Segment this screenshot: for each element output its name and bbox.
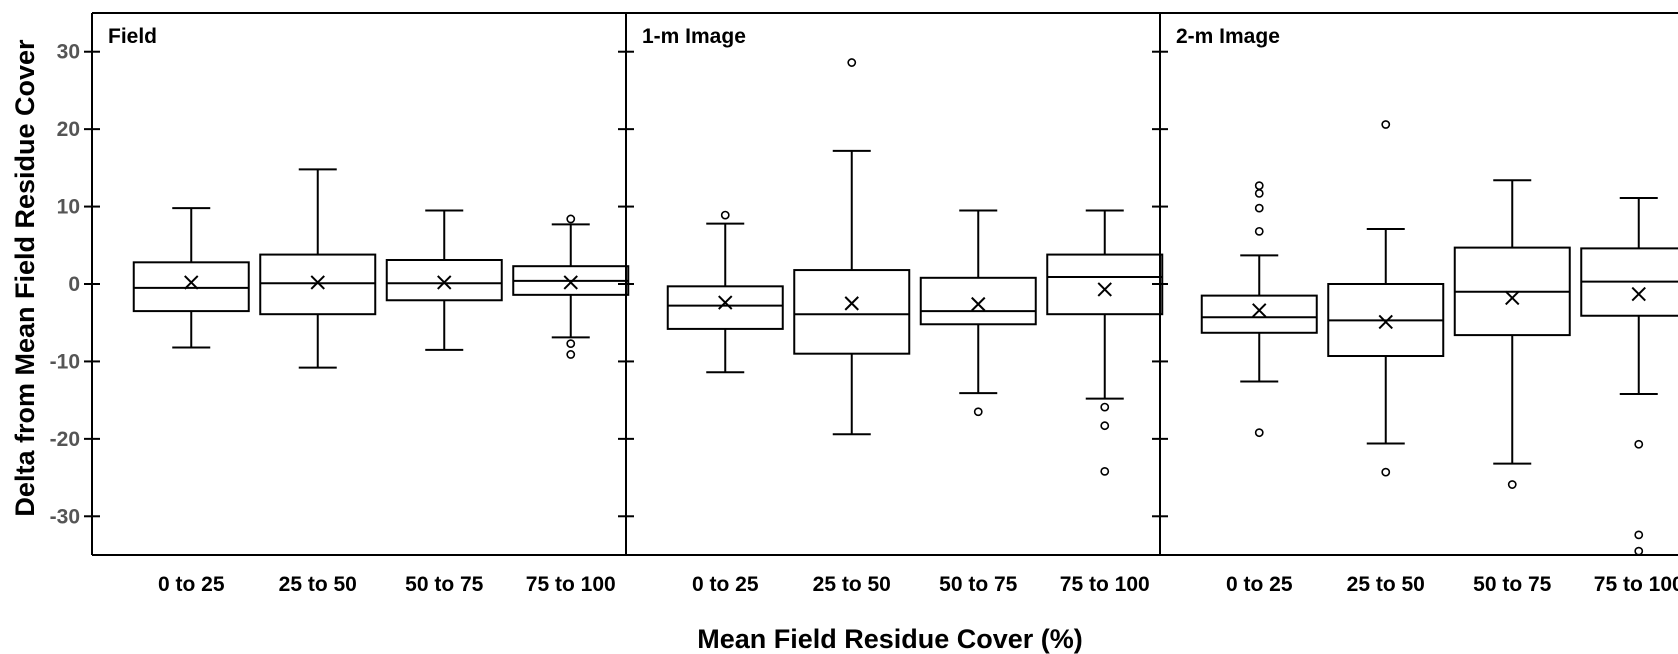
outlier-point <box>1254 181 1264 191</box>
mean-marker <box>310 275 325 290</box>
x-tick-label: 75 to 100 <box>1060 573 1150 596</box>
x-tick-label: 0 to 25 <box>158 573 225 596</box>
outlier-point <box>1381 467 1391 477</box>
x-tick-label: 50 to 75 <box>405 573 484 596</box>
outlier-point <box>1381 120 1391 129</box>
outlier-point <box>1634 530 1644 540</box>
y-axis-title: Delta from Mean Field Residue Cover <box>10 39 40 517</box>
outlier-point <box>1254 189 1264 198</box>
outlier-point <box>1634 546 1644 556</box>
x-tick-label: 75 to 100 <box>526 573 616 596</box>
mean-marker <box>184 275 199 290</box>
outlier-point <box>566 350 576 359</box>
box <box>793 269 911 355</box>
box <box>919 276 1037 326</box>
mean-marker <box>1252 303 1267 318</box>
x-tick-label: 25 to 50 <box>1347 573 1425 596</box>
mean-marker <box>1097 282 1112 297</box>
outlier-point <box>566 339 576 349</box>
y-tick-label: 10 <box>57 196 80 219</box>
box <box>1200 294 1318 334</box>
outlier-point <box>1254 226 1264 236</box>
panel-title: 2-m Image <box>1176 25 1280 48</box>
outlier-point <box>1254 203 1264 213</box>
outlier-point <box>1100 466 1110 476</box>
mean-marker <box>437 275 452 290</box>
x-tick-label: 0 to 25 <box>1226 573 1293 596</box>
y-tick-label: -10 <box>50 350 80 373</box>
x-axis-title: Mean Field Residue Cover (%) <box>697 624 1083 654</box>
mean-marker <box>1631 286 1646 302</box>
panel-title: 1-m Image <box>642 25 746 48</box>
outlier-point <box>720 210 730 220</box>
box <box>1046 253 1164 316</box>
box <box>132 261 250 313</box>
y-tick-label: 30 <box>57 41 80 64</box>
y-tick-label: -20 <box>50 428 80 451</box>
outlier-point <box>1254 428 1264 438</box>
mean-marker <box>563 275 578 290</box>
outlier-point <box>1507 480 1517 489</box>
outlier-point <box>1634 439 1644 449</box>
panel-title: Field <box>108 25 157 48</box>
outlier-point <box>973 407 983 417</box>
box <box>259 253 377 316</box>
box <box>666 285 784 330</box>
y-tick-label: -30 <box>50 505 80 528</box>
x-tick-label: 75 to 100 <box>1594 573 1678 596</box>
x-tick-label: 25 to 50 <box>813 573 891 596</box>
y-tick-label: 0 <box>68 273 80 296</box>
y-tick-label: 20 <box>57 118 80 141</box>
mean-marker <box>1505 290 1520 306</box>
mean-marker <box>1378 314 1393 330</box>
x-tick-label: 50 to 75 <box>939 573 1018 596</box>
mean-marker <box>971 296 986 312</box>
plot-area: 30 20 10 0 -10 -20 -30 Field 0 to 25 25 to 50 50 t… <box>50 12 1678 596</box>
mean-marker <box>718 295 733 310</box>
outlier-point <box>1100 402 1110 412</box>
box <box>385 258 503 302</box>
x-tick-label: 50 to 75 <box>1473 573 1552 596</box>
x-tick-label: 0 to 25 <box>692 573 759 596</box>
mean-marker <box>844 296 859 311</box>
outlier-point <box>566 214 576 224</box>
x-tick-label: 25 to 50 <box>279 573 357 596</box>
outlier-point <box>847 58 857 67</box>
outlier-point <box>1100 421 1110 431</box>
